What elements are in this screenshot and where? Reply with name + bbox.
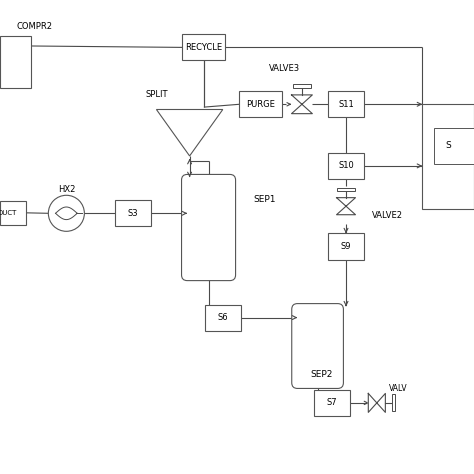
Bar — [182, 35, 225, 61]
Polygon shape — [368, 393, 385, 412]
Text: RECYCLE: RECYCLE — [185, 43, 222, 52]
Bar — [0, 36, 31, 88]
Polygon shape — [292, 95, 312, 114]
Text: HX2: HX2 — [58, 185, 75, 194]
Text: S: S — [445, 142, 451, 150]
Text: SPLIT: SPLIT — [145, 91, 168, 99]
Text: S7: S7 — [327, 399, 337, 407]
Bar — [328, 234, 364, 260]
Bar — [392, 394, 395, 411]
Bar — [205, 305, 241, 331]
Text: SEP1: SEP1 — [254, 195, 276, 203]
FancyBboxPatch shape — [182, 174, 236, 281]
Text: S11: S11 — [338, 100, 354, 109]
Text: PURGE: PURGE — [246, 100, 275, 109]
Bar — [328, 91, 364, 118]
Text: DUCT: DUCT — [0, 210, 17, 216]
Text: VALV: VALV — [389, 384, 407, 393]
Text: S3: S3 — [128, 209, 138, 218]
Circle shape — [48, 195, 84, 231]
Bar — [292, 84, 311, 88]
Text: S9: S9 — [341, 242, 351, 251]
Text: S6: S6 — [218, 313, 228, 322]
Bar — [115, 200, 151, 226]
Text: VALVE3: VALVE3 — [269, 64, 300, 73]
Bar — [314, 390, 350, 416]
Bar — [422, 104, 474, 209]
Text: SEP2: SEP2 — [310, 370, 333, 379]
Bar — [337, 188, 355, 191]
Bar — [239, 91, 282, 118]
Text: VALVE2: VALVE2 — [372, 211, 403, 220]
Polygon shape — [156, 109, 223, 156]
Polygon shape — [337, 198, 356, 215]
Bar — [328, 153, 364, 179]
Bar — [0, 201, 26, 225]
Text: S10: S10 — [338, 162, 354, 170]
FancyBboxPatch shape — [292, 304, 343, 389]
Bar — [434, 128, 474, 164]
Text: COMPR2: COMPR2 — [17, 22, 53, 30]
